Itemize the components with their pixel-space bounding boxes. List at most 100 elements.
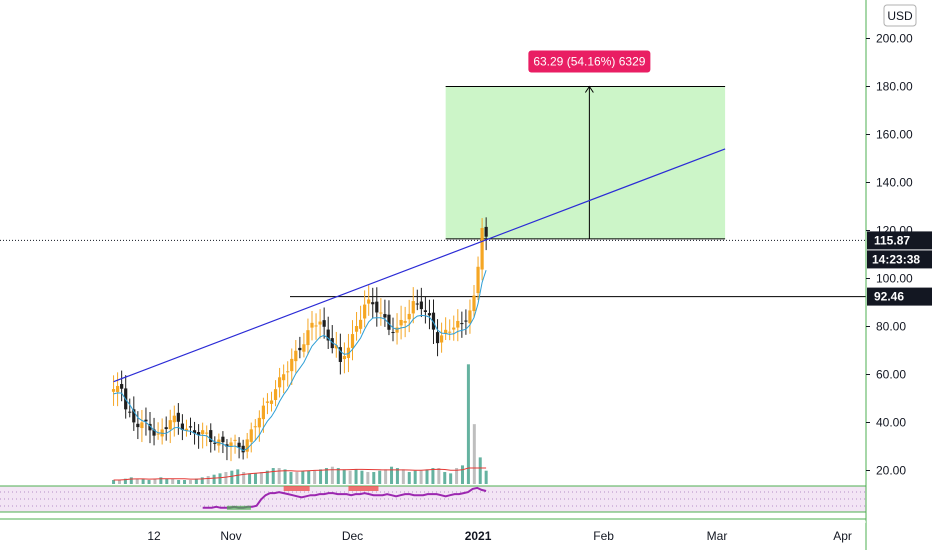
candle-body	[132, 409, 136, 423]
candle-body	[407, 313, 411, 320]
measure-range-box	[445, 86, 726, 239]
candle-body	[188, 426, 193, 428]
volume-bar	[171, 478, 175, 484]
candle-body	[209, 430, 213, 443]
candle-body	[249, 429, 253, 442]
candle-body	[205, 432, 209, 434]
candle-body	[379, 312, 383, 314]
volume-bar	[135, 478, 139, 484]
volume-bar	[230, 470, 234, 484]
last-price-tag: 115.87	[874, 233, 910, 247]
candle-body	[176, 412, 180, 422]
volume-bar	[366, 472, 370, 484]
volume-bar	[242, 472, 246, 484]
volume-bar	[324, 468, 328, 484]
candle-body	[484, 226, 488, 237]
volume-bar	[194, 478, 198, 484]
x-tick-label: Mar	[707, 529, 728, 543]
volume-bar	[271, 468, 275, 484]
volume-bar	[390, 466, 394, 484]
volume-bar	[330, 466, 334, 484]
candle-body	[120, 384, 124, 389]
candle-body	[314, 325, 318, 327]
candle-body	[229, 442, 233, 447]
candle-body	[245, 439, 249, 452]
volume-bar	[277, 468, 281, 484]
volume-bar	[449, 473, 453, 484]
candle-body	[334, 345, 338, 349]
volume-bar	[460, 465, 464, 484]
candle-body	[427, 313, 432, 316]
trendline[interactable]	[113, 148, 726, 383]
y-tick-label: 80.00	[876, 320, 906, 334]
y-tick-label: 100.00	[876, 272, 913, 286]
candle-body	[318, 321, 322, 325]
volume-bar	[407, 472, 411, 484]
candle-body	[197, 432, 201, 436]
candle-body	[383, 314, 387, 318]
candle-body	[265, 401, 270, 403]
candle-body	[269, 400, 274, 404]
volume-bar	[419, 470, 423, 484]
volume-bar	[224, 472, 228, 484]
candle-body	[298, 347, 302, 351]
volume-bar	[401, 469, 405, 484]
y-tick-label: 20.00	[876, 464, 906, 478]
candle-body	[452, 327, 456, 330]
candle-body	[371, 302, 375, 305]
x-tick-label: 2021	[465, 529, 492, 543]
candle-body	[273, 389, 278, 400]
candle-body	[326, 329, 330, 341]
currency-box	[883, 4, 917, 27]
y-tick-label: 200.00	[876, 32, 913, 46]
volume-bar	[183, 480, 187, 484]
x-tick-label: 12	[147, 529, 161, 543]
candle-body	[310, 322, 314, 328]
candle-body	[282, 374, 286, 381]
candle-body	[338, 347, 342, 362]
volume-bar	[360, 470, 364, 484]
candle-body	[375, 301, 379, 313]
rsi-overbought-highlight	[283, 486, 310, 491]
volume-bar	[141, 478, 145, 484]
rsi-oversold-highlight	[226, 505, 251, 510]
rsi-overbought-highlight	[348, 486, 379, 491]
candle-body	[391, 332, 395, 334]
candle-body	[342, 356, 346, 360]
y-tick-label: 40.00	[876, 416, 906, 430]
candle-body	[253, 426, 257, 428]
candle-body	[444, 329, 448, 334]
volume-bar	[200, 477, 204, 484]
measure-label: 63.29 (54.16%) 6329	[533, 55, 645, 69]
candle-body	[399, 319, 403, 326]
candle-body	[172, 415, 176, 423]
volume-bar	[177, 480, 181, 484]
candle-body	[180, 423, 184, 430]
volume-bar	[348, 470, 352, 484]
candle-body	[221, 436, 225, 443]
volume-bar	[253, 473, 257, 484]
candle-body	[257, 417, 261, 428]
countdown-tag-box	[867, 250, 932, 269]
volume-bar	[378, 470, 382, 484]
volume-bar	[425, 469, 429, 484]
candle-body	[395, 327, 399, 333]
y-tick-label: 160.00	[876, 128, 913, 142]
candle-body	[184, 428, 189, 431]
volume-bar	[117, 480, 121, 484]
candle-body	[261, 405, 265, 420]
candle-body	[233, 439, 237, 441]
candle-body	[415, 303, 419, 305]
candle-body	[419, 301, 423, 310]
candle-body	[278, 377, 282, 388]
volume-bar	[153, 478, 157, 484]
candle-body	[140, 422, 144, 429]
candle-body	[237, 442, 241, 448]
candle-body	[411, 301, 415, 314]
x-tick-label: Nov	[220, 529, 241, 543]
volume-bar	[289, 472, 293, 484]
volume-bar	[354, 469, 358, 484]
candle-body	[448, 331, 452, 333]
candle-body	[156, 433, 160, 435]
